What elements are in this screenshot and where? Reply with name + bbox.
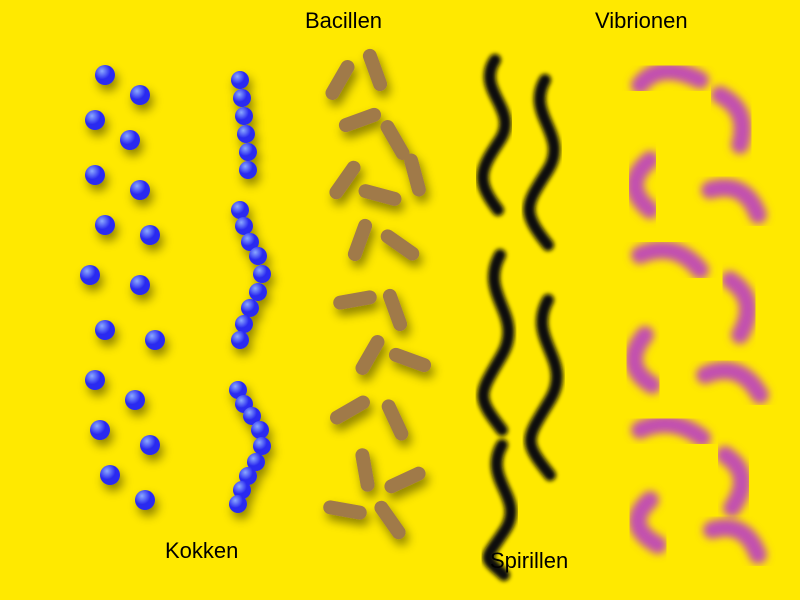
- bacillen-group: [322, 47, 433, 542]
- label-kokken-text: Kokken: [165, 538, 238, 563]
- label-kokken: Kokken: [165, 538, 238, 564]
- vibrionen-group: [634, 71, 760, 555]
- label-vibrionen-text: Vibrionen: [595, 8, 688, 33]
- label-vibrionen: Vibrionen: [595, 8, 688, 34]
- spirillen-group: [483, 60, 557, 575]
- label-spirillen-text: Spirillen: [490, 548, 568, 573]
- kokken-chains: [229, 71, 271, 513]
- label-bacillen: Bacillen: [305, 8, 382, 34]
- kokken-scatter: [80, 65, 165, 510]
- diagram-svg: [0, 0, 800, 600]
- label-spirillen: Spirillen: [490, 548, 568, 574]
- label-bacillen-text: Bacillen: [305, 8, 382, 33]
- diagram-canvas: Kokken Bacillen Spirillen Vibrionen: [0, 0, 800, 600]
